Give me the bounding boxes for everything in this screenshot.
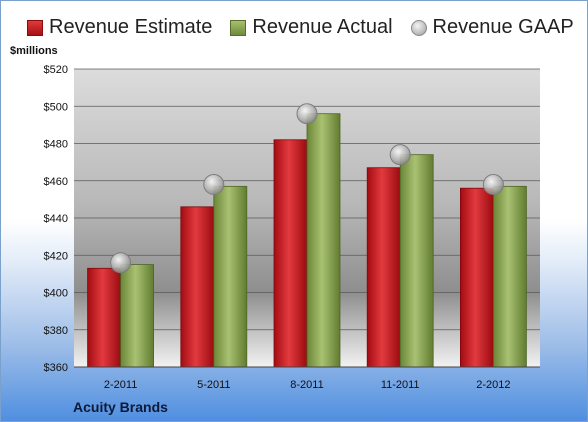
y-tick-label: $400 (44, 288, 68, 300)
bar-revenue-estimate (366, 167, 401, 368)
legend-item-revenue-actual: Revenue Actual (230, 16, 393, 39)
y-tick-label: $420 (44, 250, 68, 262)
bar-revenue-actual (399, 154, 434, 368)
legend-label-revenue-gaap: Revenue GAAP (432, 16, 574, 38)
legend-item-revenue-gaap: Revenue GAAP (410, 16, 574, 39)
x-tick-label: 11-2011 (381, 379, 420, 391)
marker-revenue-gaap (203, 173, 225, 195)
bar-revenue-estimate (459, 187, 494, 368)
marker-revenue-gaap (389, 144, 411, 166)
y-tick-label: $500 (44, 101, 68, 113)
marker-revenue-gaap (482, 173, 504, 195)
y-tick-label: $360 (44, 362, 68, 374)
y-axis-unit-label: $millions (10, 45, 58, 57)
company-name: Acuity Brands (73, 399, 168, 415)
bar-revenue-estimate (180, 206, 215, 368)
bar-revenue-actual (306, 113, 341, 368)
gaap-markers (110, 103, 504, 274)
bars (87, 113, 527, 368)
legend-swatch-revenue-actual (230, 19, 247, 36)
x-tick-label: 8-2011 (290, 379, 323, 391)
x-axis-ticks: 2-2011 5-2011 8-2011 11-2011 2-2012 (104, 379, 511, 391)
legend-swatch-revenue-estimate (27, 19, 43, 36)
x-tick-label: 2-2011 (104, 379, 137, 391)
bar-revenue-actual (120, 264, 154, 368)
legend: Revenue Estimate Revenue Actual Revenue … (27, 16, 587, 39)
y-tick-label: $520 (44, 64, 68, 76)
bar-revenue-actual (492, 185, 527, 368)
marker-revenue-gaap (296, 103, 318, 125)
legend-item-revenue-estimate: Revenue Estimate (27, 16, 212, 39)
y-tick-label: $460 (44, 176, 68, 188)
y-tick-label: $380 (44, 325, 68, 337)
legend-swatch-revenue-gaap (410, 19, 427, 36)
y-axis-ticks: $360 $380 $400 $420 $440 $460 $480 $500 $520 (44, 64, 68, 374)
bar-revenue-estimate (273, 139, 308, 368)
y-tick-label: $480 (44, 139, 68, 151)
marker-revenue-gaap (110, 252, 132, 274)
legend-label-revenue-estimate: Revenue Estimate (49, 16, 213, 38)
x-tick-label: 5-2011 (197, 379, 230, 391)
legend-label-revenue-actual: Revenue Actual (252, 16, 393, 38)
bar-revenue-actual (213, 185, 248, 368)
x-tick-label: 2-2012 (476, 379, 510, 391)
bar-revenue-estimate (87, 267, 121, 368)
y-tick-label: $440 (44, 213, 68, 225)
